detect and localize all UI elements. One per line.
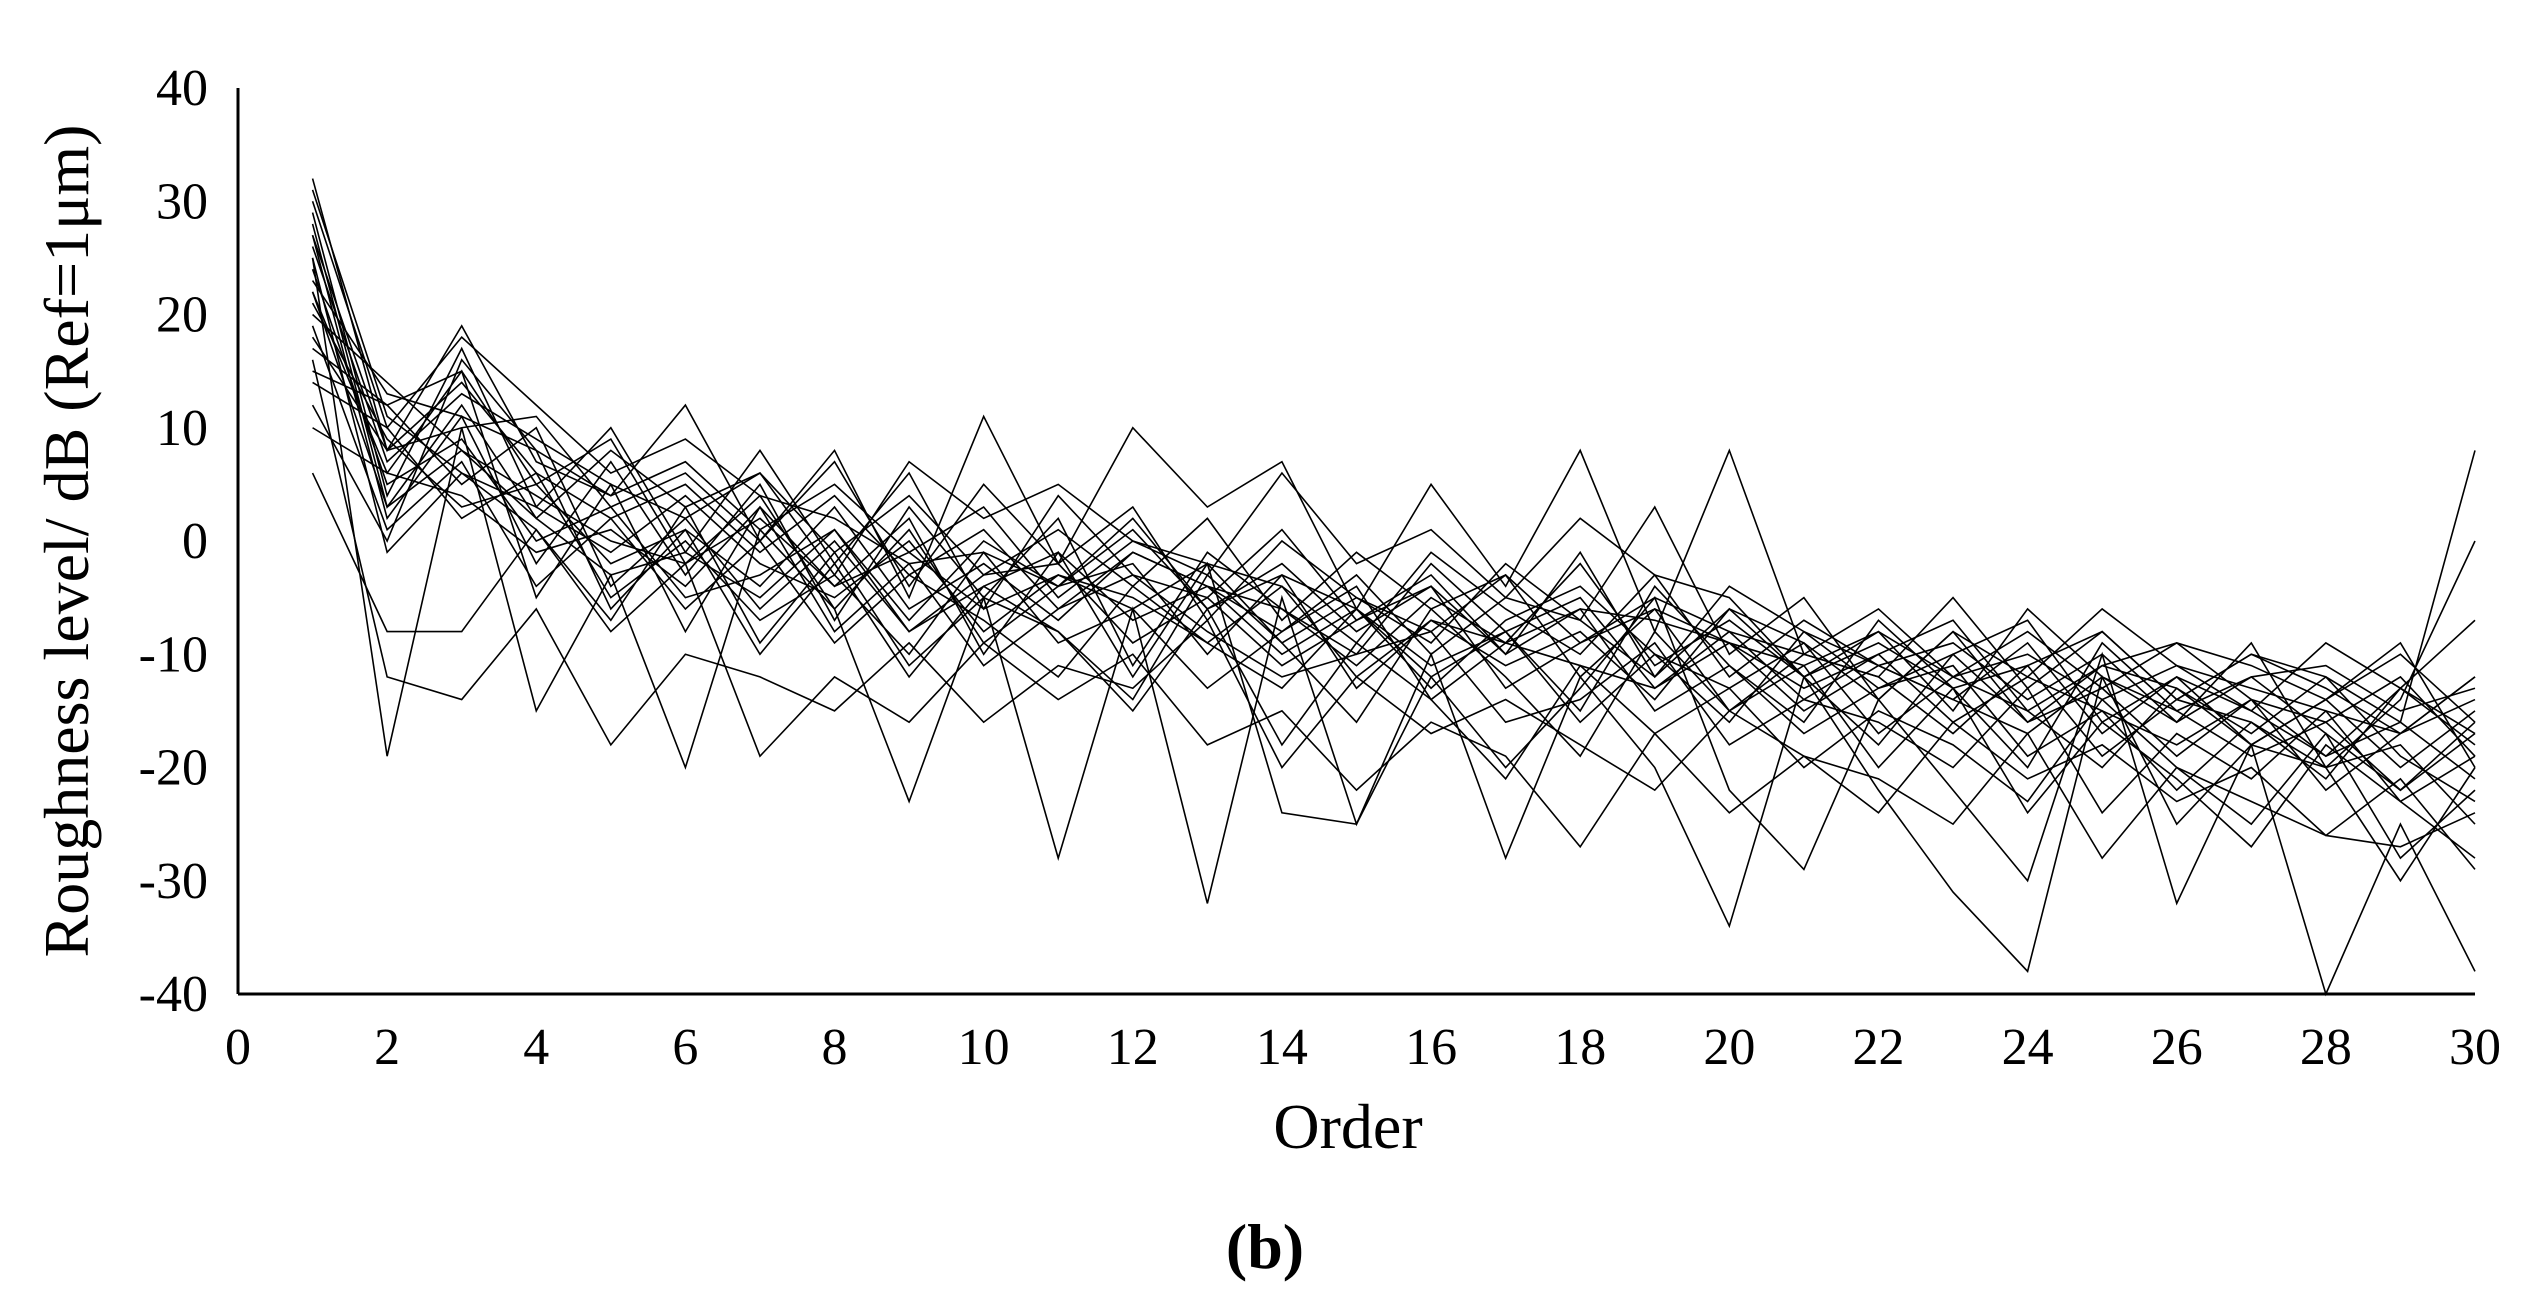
y-tick-label: -20: [139, 740, 208, 797]
panel-label: (b): [1226, 1211, 1304, 1282]
x-tick-labels: 0 2 4 6 8 10 12 14 16 18 20 22 24 26 28 30: [225, 1019, 2501, 1076]
series-line-15: [311, 302, 2476, 735]
x-tick-label: 22: [1852, 1019, 1904, 1076]
x-tick-label: 8: [822, 1019, 848, 1076]
series-line-24: [312, 347, 2476, 792]
series-line-12: [311, 189, 2476, 757]
x-tick-label: 18: [1554, 1019, 1606, 1076]
x-tick-label: 2: [374, 1019, 400, 1076]
x-tick-label: 10: [958, 1019, 1010, 1076]
y-tick-label: 10: [156, 400, 208, 457]
x-tick-label: 14: [1256, 1019, 1308, 1076]
y-tick-label: -40: [139, 966, 208, 1023]
x-tick-label: 20: [1703, 1019, 1755, 1076]
series-line-4: [311, 291, 2476, 906]
series-line-16: [311, 246, 2476, 723]
series-line-11: [311, 268, 2476, 758]
y-tick-labels: 40 30 20 10 0 -10 -20 -30 -40: [139, 60, 208, 1023]
x-tick-label: 16: [1405, 1019, 1457, 1076]
y-tick-label: 30: [156, 173, 208, 230]
y-tick-label: 0: [182, 513, 208, 570]
y-tick-label: -10: [139, 626, 208, 683]
series-line-19: [311, 212, 2476, 768]
x-axis-title: Order: [1273, 1091, 1422, 1162]
series-line-3: [311, 257, 2476, 997]
y-tick-label: 40: [156, 60, 208, 117]
series-line-7: [312, 370, 2476, 780]
x-tick-label: 24: [2002, 1019, 2054, 1076]
x-tick-label: 30: [2449, 1019, 2501, 1076]
x-tick-label: 28: [2300, 1019, 2352, 1076]
series-line-13: [311, 472, 2476, 870]
y-axis-title: Roughness level/ dB (Ref=1μm): [31, 125, 102, 958]
x-tick-label: 4: [523, 1019, 549, 1076]
series-line-25: [311, 257, 2476, 859]
y-tick-label: 20: [156, 287, 208, 344]
x-tick-label: 6: [672, 1019, 698, 1076]
x-tick-label: 0: [225, 1019, 251, 1076]
series-line-22: [311, 234, 2476, 712]
series-line-2: [311, 223, 2476, 769]
series-layer: [311, 178, 2476, 997]
series-line-17: [311, 325, 2476, 803]
x-tick-label: 26: [2151, 1019, 2203, 1076]
series-line-23: [311, 291, 2476, 792]
y-tick-label: -30: [139, 853, 208, 910]
x-tick-label: 12: [1107, 1019, 1159, 1076]
